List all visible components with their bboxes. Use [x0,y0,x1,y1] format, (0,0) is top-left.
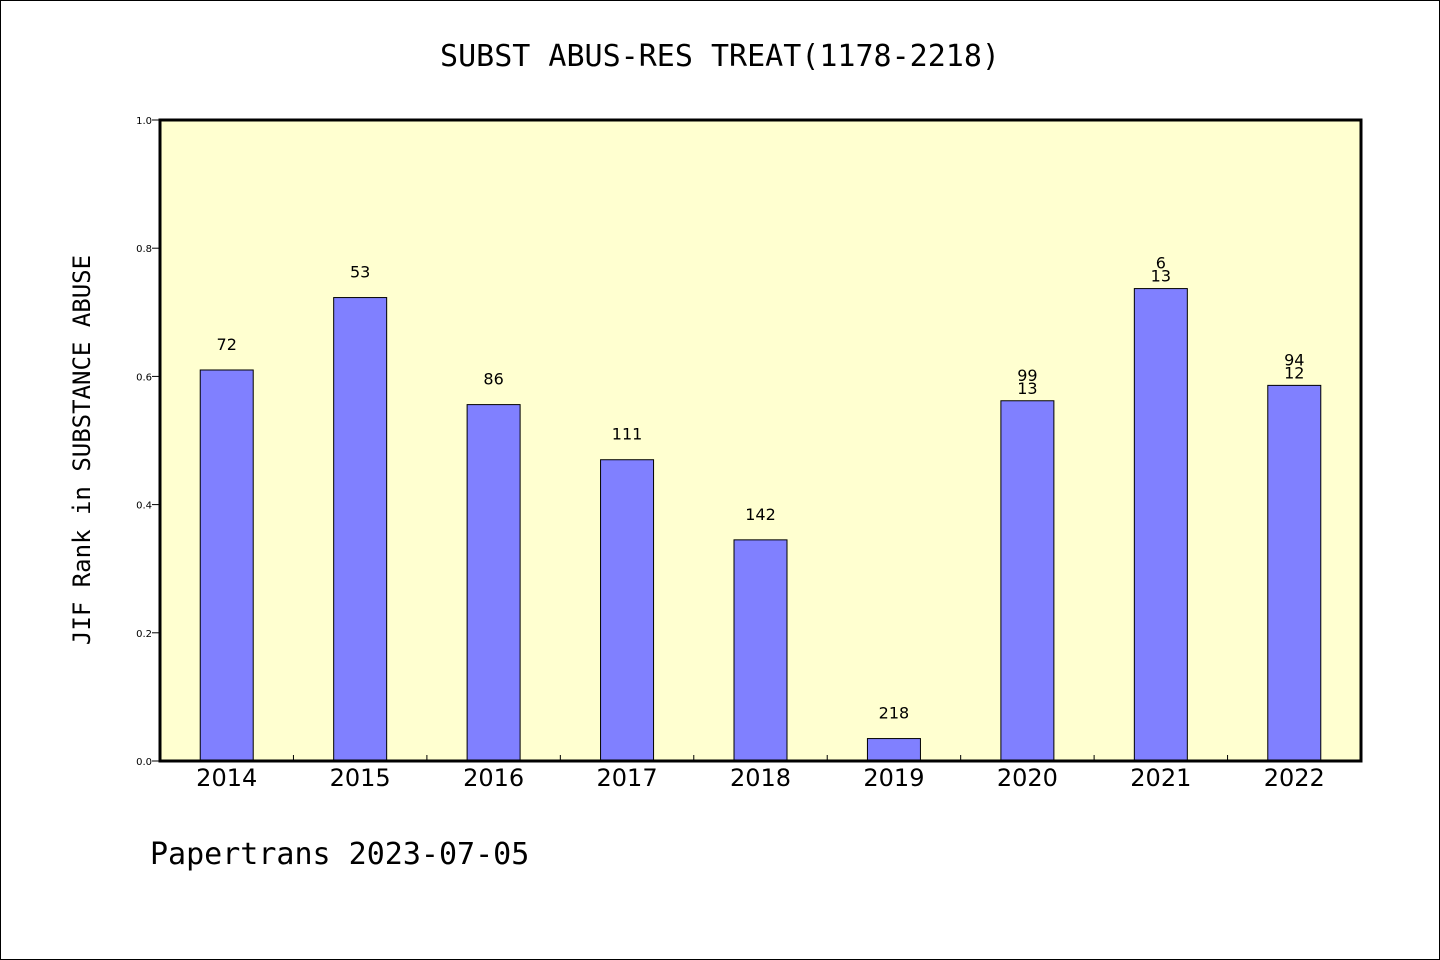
x-axis: 2014 2015 2016 2017 2018 2019 2020 2021 2022 [196,755,1325,792]
data-label: 86 [483,370,503,389]
bar-2017 [600,459,655,762]
bar-2019 [866,738,921,762]
y-tick-label: 1.0 [136,116,152,127]
x-tick-label: 2021 [1130,764,1191,792]
data-label: 12 [1284,363,1304,382]
data-label: 111 [612,425,643,444]
x-tick-label: 2017 [597,764,658,792]
data-label: 99 [1017,366,1037,385]
x-tick-label: 2019 [863,764,924,792]
bars-group [199,288,1322,762]
x-tick-label: 2016 [463,764,524,792]
data-label: 13 [1151,267,1171,286]
y-axis: 0.0 0.2 0.4 0.6 0.8 1.0 [136,116,160,768]
data-label: 94 [1284,350,1304,369]
data-label: 13 [1017,379,1037,398]
bar-2021 [1133,288,1188,762]
y-tick-label: 0.8 [136,244,152,255]
bar-2014 [199,369,254,762]
y-tick-label: 0.6 [136,372,152,383]
x-tick-label: 2022 [1264,764,1325,792]
data-label: 53 [350,263,370,282]
y-tick-label: 0.0 [136,757,152,768]
x-tick-label: 2018 [730,764,791,792]
bar-2018 [733,539,788,762]
data-label: 6 [1156,254,1166,273]
x-tick-label: 2014 [196,764,257,792]
footer-credit: Papertrans 2023-07-05 [150,837,529,872]
bar-2022 [1267,384,1322,762]
bar-2015 [333,297,388,762]
bar-2016 [466,404,521,762]
plot-border [158,118,1363,763]
bar-2020 [1000,400,1055,762]
x-tick-label: 2015 [330,764,391,792]
data-label: 218 [879,704,910,723]
data-label: 72 [217,335,237,354]
data-label: 142 [745,505,776,524]
y-tick-label: 0.2 [136,629,152,640]
y-tick-label: 0.4 [136,501,152,512]
chart-title: SUBST ABUS-RES TREAT(1178-2218) [440,39,1000,74]
x-tick-label: 2020 [997,764,1058,792]
y-axis-label: JIF Rank in SUBSTANCE ABUSE [68,255,96,645]
